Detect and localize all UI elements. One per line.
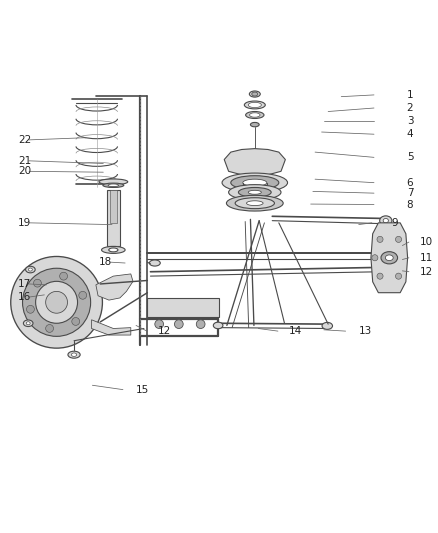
Circle shape [46, 325, 53, 333]
Ellipse shape [244, 101, 265, 109]
Polygon shape [92, 320, 131, 335]
Circle shape [372, 255, 378, 261]
Circle shape [196, 320, 205, 328]
Polygon shape [224, 149, 286, 176]
Circle shape [174, 320, 183, 328]
Text: 2: 2 [407, 103, 413, 113]
Text: 7: 7 [407, 188, 413, 198]
Ellipse shape [248, 102, 261, 108]
Text: 15: 15 [136, 385, 149, 394]
Circle shape [79, 292, 87, 299]
Circle shape [34, 279, 41, 287]
Ellipse shape [23, 320, 33, 327]
Text: 6: 6 [407, 177, 413, 188]
Text: 8: 8 [407, 199, 413, 209]
Circle shape [22, 268, 91, 336]
Text: 4: 4 [407, 129, 413, 139]
Text: 17: 17 [18, 279, 32, 289]
Circle shape [377, 236, 383, 243]
Circle shape [27, 305, 34, 313]
Text: 18: 18 [99, 257, 112, 267]
Ellipse shape [229, 184, 281, 200]
Text: 21: 21 [18, 156, 32, 166]
Ellipse shape [103, 183, 124, 188]
Polygon shape [96, 274, 133, 300]
Text: 9: 9 [392, 218, 398, 228]
Ellipse shape [235, 198, 275, 208]
Text: 5: 5 [407, 152, 413, 163]
Ellipse shape [246, 111, 264, 118]
Circle shape [11, 256, 102, 348]
Ellipse shape [381, 252, 398, 264]
Ellipse shape [213, 322, 223, 329]
Ellipse shape [383, 219, 389, 223]
Text: 11: 11 [420, 253, 433, 263]
Ellipse shape [251, 123, 259, 127]
Text: 16: 16 [18, 292, 32, 302]
Ellipse shape [109, 248, 118, 252]
Circle shape [396, 273, 402, 279]
Text: 12: 12 [420, 266, 433, 277]
Ellipse shape [252, 92, 258, 96]
Bar [107, 190, 120, 246]
Text: 1: 1 [407, 90, 413, 100]
Ellipse shape [102, 246, 125, 253]
Ellipse shape [243, 179, 267, 186]
Ellipse shape [226, 195, 283, 211]
Circle shape [396, 236, 402, 243]
Ellipse shape [250, 113, 260, 117]
Ellipse shape [322, 322, 332, 329]
Ellipse shape [26, 322, 30, 325]
Text: 14: 14 [289, 326, 302, 336]
Ellipse shape [238, 188, 271, 197]
Ellipse shape [99, 179, 128, 184]
Circle shape [155, 320, 163, 328]
Ellipse shape [25, 266, 35, 273]
Ellipse shape [385, 255, 393, 261]
Bar [148, 298, 219, 317]
Circle shape [377, 273, 383, 279]
Circle shape [60, 272, 67, 280]
Ellipse shape [380, 216, 392, 225]
Text: 3: 3 [407, 116, 413, 126]
Circle shape [35, 281, 78, 323]
Ellipse shape [249, 91, 260, 97]
Circle shape [46, 292, 67, 313]
Ellipse shape [149, 260, 160, 266]
Ellipse shape [28, 268, 32, 271]
Ellipse shape [108, 184, 119, 187]
Polygon shape [371, 223, 408, 293]
Text: 12: 12 [158, 326, 171, 336]
Ellipse shape [71, 353, 77, 357]
Ellipse shape [247, 201, 263, 206]
Text: 22: 22 [18, 135, 32, 145]
Ellipse shape [231, 176, 279, 190]
Text: 20: 20 [18, 166, 31, 176]
Ellipse shape [68, 351, 80, 358]
Bar [110, 190, 117, 223]
Text: 10: 10 [420, 237, 433, 247]
Text: 19: 19 [18, 218, 32, 228]
Circle shape [72, 318, 80, 325]
Ellipse shape [222, 173, 288, 192]
Ellipse shape [248, 190, 261, 194]
Text: 13: 13 [359, 326, 372, 336]
